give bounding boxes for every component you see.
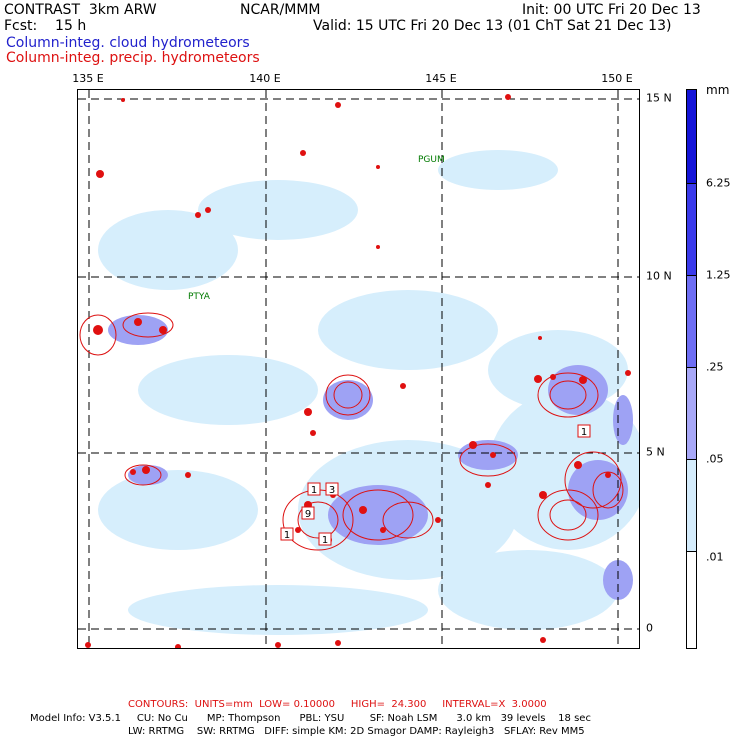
contour-label: 9 xyxy=(305,509,311,520)
colorbar-unit: mm xyxy=(706,83,730,97)
map-field: 1 3 9 1 1 1 PGUM PTYA xyxy=(78,90,639,648)
colorbar xyxy=(686,89,697,649)
colorbar-segment xyxy=(687,552,696,648)
plot-title: CONTRAST 3km ARW xyxy=(4,2,157,18)
lon-label-135: 135 E xyxy=(72,72,104,85)
model-info-line1: Model Info: V3.5.1 CU: No Cu MP: Thompso… xyxy=(30,713,591,724)
contour-label: 1 xyxy=(311,485,317,496)
contour-label-boxes xyxy=(280,424,591,546)
lat-label-0: 0 xyxy=(646,621,653,635)
forecast-hour: Fcst: 15 h xyxy=(4,18,87,34)
legend-cloud: Column-integ. cloud hydrometeors xyxy=(6,35,250,51)
colorbar-segment xyxy=(687,368,696,460)
contour-info: CONTOURS: UNITS=mm LOW= 0.10000 HIGH= 24… xyxy=(128,699,547,710)
lat-label-10n: 10 N xyxy=(646,269,672,283)
colorbar-label: 6.25 xyxy=(706,176,731,190)
colorbar-label: .01 xyxy=(706,550,724,564)
lon-label-145: 145 E xyxy=(425,72,457,85)
contour-label: 3 xyxy=(329,485,335,496)
colorbar-segment xyxy=(687,276,696,368)
lat-label-5n: 5 N xyxy=(646,445,665,459)
station-pgum: PGUM xyxy=(418,155,445,165)
lon-label-140: 140 E xyxy=(249,72,281,85)
station-ptya: PTYA xyxy=(188,292,211,302)
colorbar-segment xyxy=(687,460,696,552)
institution-label: NCAR/MMM xyxy=(240,2,321,18)
init-time: Init: 00 UTC Fri 20 Dec 13 xyxy=(522,2,701,18)
contour-label: 1 xyxy=(322,535,328,546)
precip-contours xyxy=(79,312,624,551)
lon-label-150: 150 E xyxy=(601,72,633,85)
colorbar-label: 1.25 xyxy=(706,268,731,282)
valid-time: Valid: 15 UTC Fri 20 Dec 13 (01 ChT Sat … xyxy=(313,18,672,34)
lat-lon-grid xyxy=(78,90,639,648)
model-info-line2: LW: RRTMG SW: RRTMG DIFF: simple KM: 2D … xyxy=(128,726,585,737)
precip-cells xyxy=(85,94,631,648)
colorbar-label: .05 xyxy=(706,452,724,466)
colorbar-label: .25 xyxy=(706,360,724,374)
contour-label: 1 xyxy=(284,530,290,541)
colorbar-segment xyxy=(687,184,696,276)
lat-label-15n: 15 N xyxy=(646,91,672,105)
cloud-field-medium xyxy=(108,315,633,600)
contour-label: 1 xyxy=(581,427,587,438)
legend-precip: Column-integ. precip. hydrometeors xyxy=(6,50,260,66)
map-panel: 1 3 9 1 1 1 PGUM PTYA xyxy=(77,89,640,649)
colorbar-segment xyxy=(687,90,696,184)
